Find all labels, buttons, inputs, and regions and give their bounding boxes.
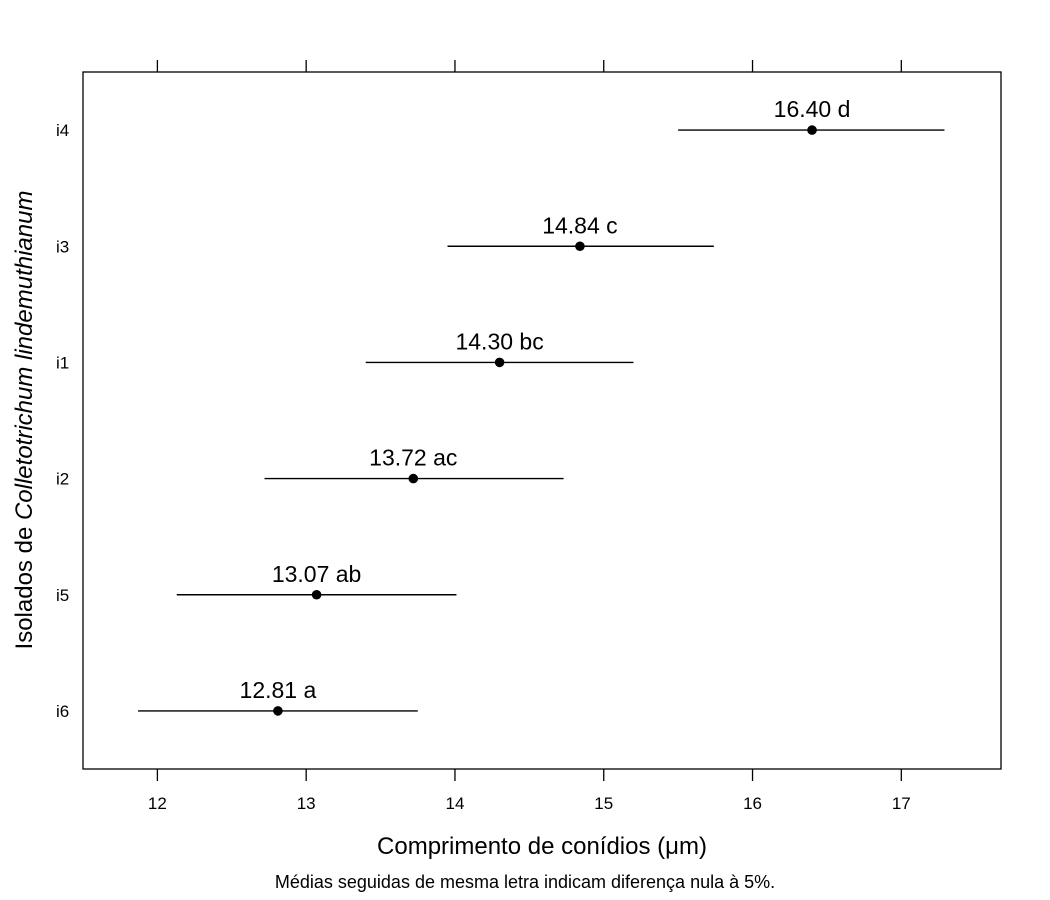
y-category-label: i2 bbox=[56, 470, 69, 489]
y-axis-title: Isolados de Colletotrichum lindemuthianu… bbox=[11, 191, 38, 650]
x-tick-label: 13 bbox=[297, 794, 316, 813]
y-category-label: i4 bbox=[56, 121, 69, 140]
x-tick-label: 15 bbox=[594, 794, 613, 813]
mean-point bbox=[807, 125, 817, 135]
mean-point bbox=[273, 706, 283, 716]
data-label: 13.72 ac bbox=[369, 445, 457, 471]
data-label: 13.07 ab bbox=[272, 561, 362, 587]
chart-caption: Médias seguidas de mesma letra indicam d… bbox=[275, 872, 775, 892]
y-category-label: i1 bbox=[56, 353, 69, 372]
plot-frame bbox=[82, 71, 1002, 770]
x-axis-top bbox=[156, 60, 902, 72]
y-category-label: i6 bbox=[56, 702, 69, 721]
data-label: 12.81 a bbox=[240, 677, 317, 703]
y-category-label: i3 bbox=[56, 237, 69, 256]
x-tick-label: 12 bbox=[148, 794, 167, 813]
y-axis-title-species: Colletotrichum lindemuthianum bbox=[11, 191, 38, 520]
mean-point bbox=[494, 357, 505, 368]
mean-point bbox=[575, 241, 585, 252]
x-axis-title: Comprimento de conídios (μm) bbox=[377, 833, 707, 860]
mean-point bbox=[311, 589, 322, 600]
y-axis: i6 i5 i2 i1 i3 i4 bbox=[56, 121, 69, 721]
y-axis-title-prefix: Isolados de bbox=[11, 520, 38, 649]
x-tick-label: 17 bbox=[892, 794, 911, 813]
y-category-label: i5 bbox=[56, 586, 69, 605]
x-axis-bottom: 12 13 14 15 16 17 bbox=[148, 769, 911, 813]
mean-point bbox=[408, 473, 419, 484]
interval-series: 12.81 a 13.07 ab 13.72 ac 14.30 bc 14.84 c 16… bbox=[138, 96, 945, 716]
data-label: 16.40 d bbox=[774, 96, 851, 122]
x-tick-label: 16 bbox=[743, 794, 762, 813]
data-label: 14.30 bc bbox=[455, 328, 543, 354]
x-tick-label: 14 bbox=[446, 794, 465, 813]
data-label: 14.84 c bbox=[542, 212, 617, 238]
